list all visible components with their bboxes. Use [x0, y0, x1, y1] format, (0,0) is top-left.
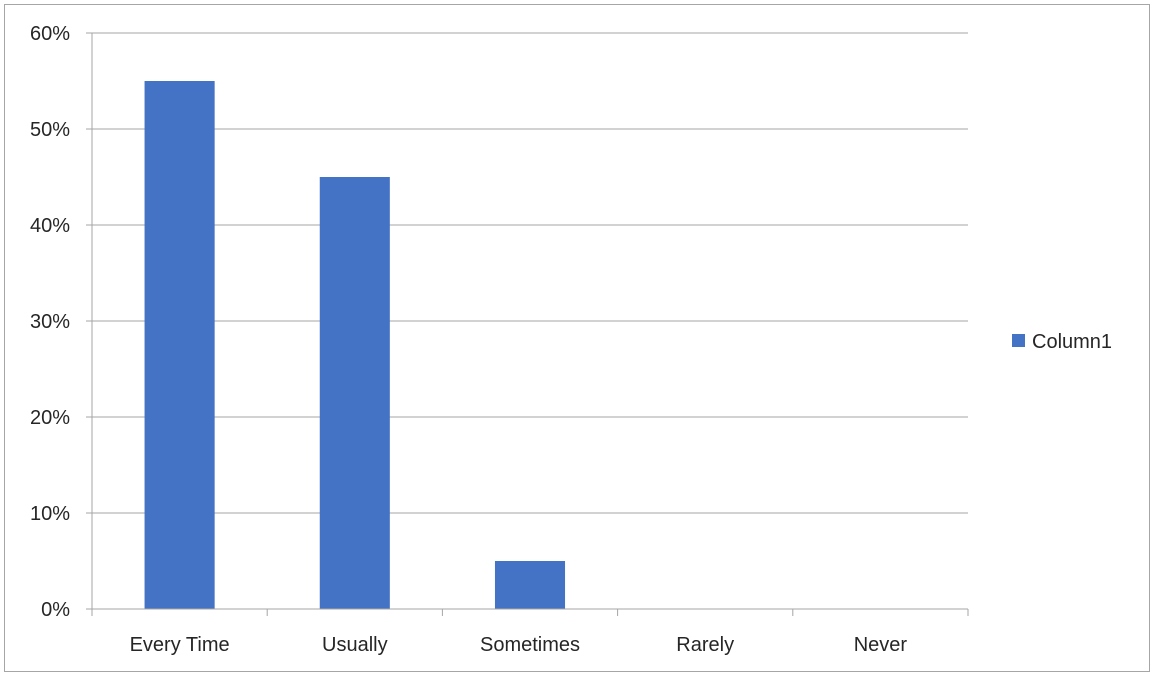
y-tick-label: 20% — [30, 407, 70, 429]
x-axis-tick-labels: Every Time Usually Sometimes Rarely Never — [130, 634, 908, 656]
y-tick-label: 40% — [30, 215, 70, 237]
x-tick-label: Usually — [322, 634, 388, 656]
legend-label-column1: Column1 — [1032, 331, 1112, 353]
y-tick-label: 60% — [30, 23, 70, 45]
y-tick-label: 50% — [30, 119, 70, 141]
legend-swatch-column1 — [1012, 334, 1025, 347]
legend: Column1 — [1012, 331, 1112, 353]
bar-usually — [319, 177, 390, 609]
axes — [91, 33, 969, 616]
y-tick-label: 10% — [30, 503, 70, 525]
x-tick-label: Never — [854, 634, 908, 656]
bar-sometimes — [494, 561, 566, 609]
y-tick-label: 30% — [30, 311, 70, 333]
y-tick-label: 0% — [41, 599, 70, 621]
x-tick-label: Every Time — [130, 634, 230, 656]
gridlines — [86, 32, 968, 610]
x-tick-label: Rarely — [676, 634, 734, 656]
y-axis-tick-labels: 0% 10% 20% 30% 40% 50% 60% — [30, 23, 70, 621]
bars — [144, 81, 566, 609]
x-tick-label: Sometimes — [480, 634, 580, 656]
bar-every-time — [144, 81, 215, 609]
